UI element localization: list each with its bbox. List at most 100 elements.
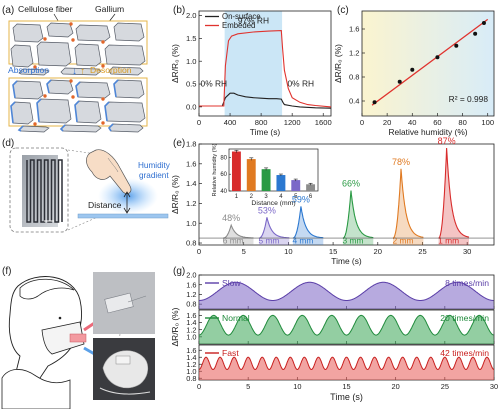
data-point bbox=[481, 21, 486, 25]
peak-line bbox=[342, 190, 374, 239]
cellulose-fiber bbox=[46, 79, 74, 95]
cellulose-fiber bbox=[12, 23, 44, 43]
y-axis-label: ΔR/R₀ (%) bbox=[170, 307, 180, 346]
y-axis-label: ΔR/R₀ (%) bbox=[170, 44, 180, 83]
peak-rh-label: 53% bbox=[258, 205, 276, 215]
person-head bbox=[8, 276, 83, 380]
cellulose-fiber bbox=[113, 79, 145, 99]
mask-sensor bbox=[115, 355, 131, 365]
absorbed-water bbox=[10, 101, 16, 124]
peak-rh-label: 87% bbox=[438, 136, 456, 146]
y-tick-label: 0.8 bbox=[186, 374, 196, 383]
annotation-0rh-left: 0% RH bbox=[201, 78, 228, 88]
x-tick-label: 100 bbox=[481, 118, 494, 127]
data-point bbox=[473, 31, 478, 36]
distance-arrowheads bbox=[123, 191, 131, 214]
absorbed-water bbox=[36, 98, 42, 123]
absorption-label: Absorption bbox=[8, 65, 49, 75]
annotation-97rh: 97% RH bbox=[238, 15, 269, 25]
breath-line-slow bbox=[199, 281, 494, 301]
x-axis-label: Relative humidity (%) bbox=[388, 127, 467, 137]
humidity-cloud bbox=[98, 178, 158, 214]
y-axis-label: ΔR/R₀ (%) bbox=[170, 175, 180, 214]
legend-label: On-surface bbox=[222, 12, 261, 21]
y-tick-label: 1.6 bbox=[186, 346, 196, 355]
peak-rh-label: 78% bbox=[392, 157, 410, 167]
panel-c: (c) 0 20 40 60 80 100 0.4 0.8 1.2 1.6 Relative hum… bbox=[333, 5, 495, 137]
cellulose-fiber bbox=[12, 80, 44, 100]
y-tick-label: 1.2 bbox=[186, 290, 196, 299]
panel-e-letter: (e) bbox=[173, 138, 185, 149]
serpentine-trace bbox=[26, 159, 63, 223]
bar bbox=[276, 175, 286, 191]
y-tick-label: 1.4 bbox=[186, 353, 196, 362]
y-tick-label: 1.0 bbox=[186, 332, 196, 341]
x-tick-label: 20 bbox=[392, 382, 400, 391]
y-tick-label: 1.6 bbox=[186, 280, 196, 289]
gradient-label: gradient bbox=[139, 171, 169, 180]
y-tick-label: 0.8 bbox=[186, 300, 196, 309]
x-tick-label: 0 bbox=[360, 118, 364, 127]
breath-line-normal bbox=[198, 314, 494, 336]
cellulose-fiber bbox=[108, 66, 144, 76]
series-line-on-surface bbox=[199, 92, 332, 109]
zoom-line-bottom bbox=[67, 215, 101, 231]
cellulose-fiber-label: Cellulose fiber bbox=[18, 4, 73, 14]
gallium-droplet bbox=[69, 22, 73, 26]
x-tick-label: 20 bbox=[383, 118, 391, 127]
zoom-frame bbox=[9, 147, 69, 233]
plot-frame bbox=[361, 10, 495, 117]
y-axis-label: ΔR/R₀ (%) bbox=[333, 44, 343, 83]
down-arrow-icon: ↓ bbox=[72, 66, 77, 77]
y-tick-label: 0.0 bbox=[186, 102, 197, 111]
data-point bbox=[372, 100, 377, 105]
peak-line bbox=[222, 223, 254, 239]
plot-frame bbox=[198, 143, 495, 246]
cellulose-fiber bbox=[113, 22, 145, 42]
panel-a-letter: (a) bbox=[2, 5, 14, 16]
cellulose-fiber bbox=[60, 67, 102, 76]
peak-distance-label: 2 mm bbox=[393, 236, 414, 246]
y-tick-label: 1.4 bbox=[186, 318, 196, 327]
humidity-label: Humidity bbox=[138, 161, 171, 170]
x-axis-label: Time (s) bbox=[330, 392, 363, 402]
cellulose-fiber bbox=[18, 68, 50, 76]
absorbed-water bbox=[46, 79, 52, 94]
sensor-wire bbox=[127, 295, 147, 303]
y-tick-label: 1.6 bbox=[349, 25, 360, 34]
inset-y-tick-label: 80 bbox=[220, 155, 227, 161]
data-point bbox=[410, 67, 415, 72]
cellulose-fiber bbox=[75, 81, 111, 99]
panel-d: (d) Humidity gradient Distance bbox=[2, 138, 171, 233]
plot-b: 0 400 800 1200 1600 0.0 0.5 1.0 1.5 2.0 Time (s) ΔR… bbox=[170, 10, 332, 137]
fiber-network-wet bbox=[8, 77, 148, 133]
x-tick-label: 0 bbox=[197, 382, 201, 391]
y-tick-label: 1.2 bbox=[186, 199, 197, 208]
breath-line-fast bbox=[198, 356, 495, 371]
gallium-droplet bbox=[101, 64, 105, 68]
bar bbox=[231, 151, 241, 191]
y-tick-label: 0.5 bbox=[186, 80, 197, 89]
legend-label: Slow bbox=[222, 278, 241, 288]
panel-d-letter: (d) bbox=[2, 138, 14, 149]
absorbed-water bbox=[59, 124, 66, 132]
inset-x-tick-label: 5 bbox=[294, 194, 298, 200]
inset-y-tick-label: 60 bbox=[220, 172, 227, 178]
x-tick-label: 30 bbox=[463, 247, 471, 256]
breath-fill-slow bbox=[199, 282, 494, 309]
legend-label: Embeded bbox=[222, 21, 255, 30]
shoulders bbox=[1, 369, 71, 409]
distance-label: Distance bbox=[88, 200, 122, 210]
panel-a: (a) Cellulose fiber Gallium Absorption D… bbox=[2, 4, 148, 133]
x-tick-label: 20 bbox=[374, 247, 382, 256]
bar bbox=[291, 180, 301, 191]
inset-y-tick-label: 40 bbox=[220, 189, 227, 195]
panel-f-letter: (f) bbox=[2, 266, 11, 277]
sensor-chip bbox=[104, 292, 134, 314]
x-tick-label: 0 bbox=[197, 118, 201, 127]
hair bbox=[19, 278, 75, 300]
y-tick-label: 1.0 bbox=[186, 367, 196, 376]
